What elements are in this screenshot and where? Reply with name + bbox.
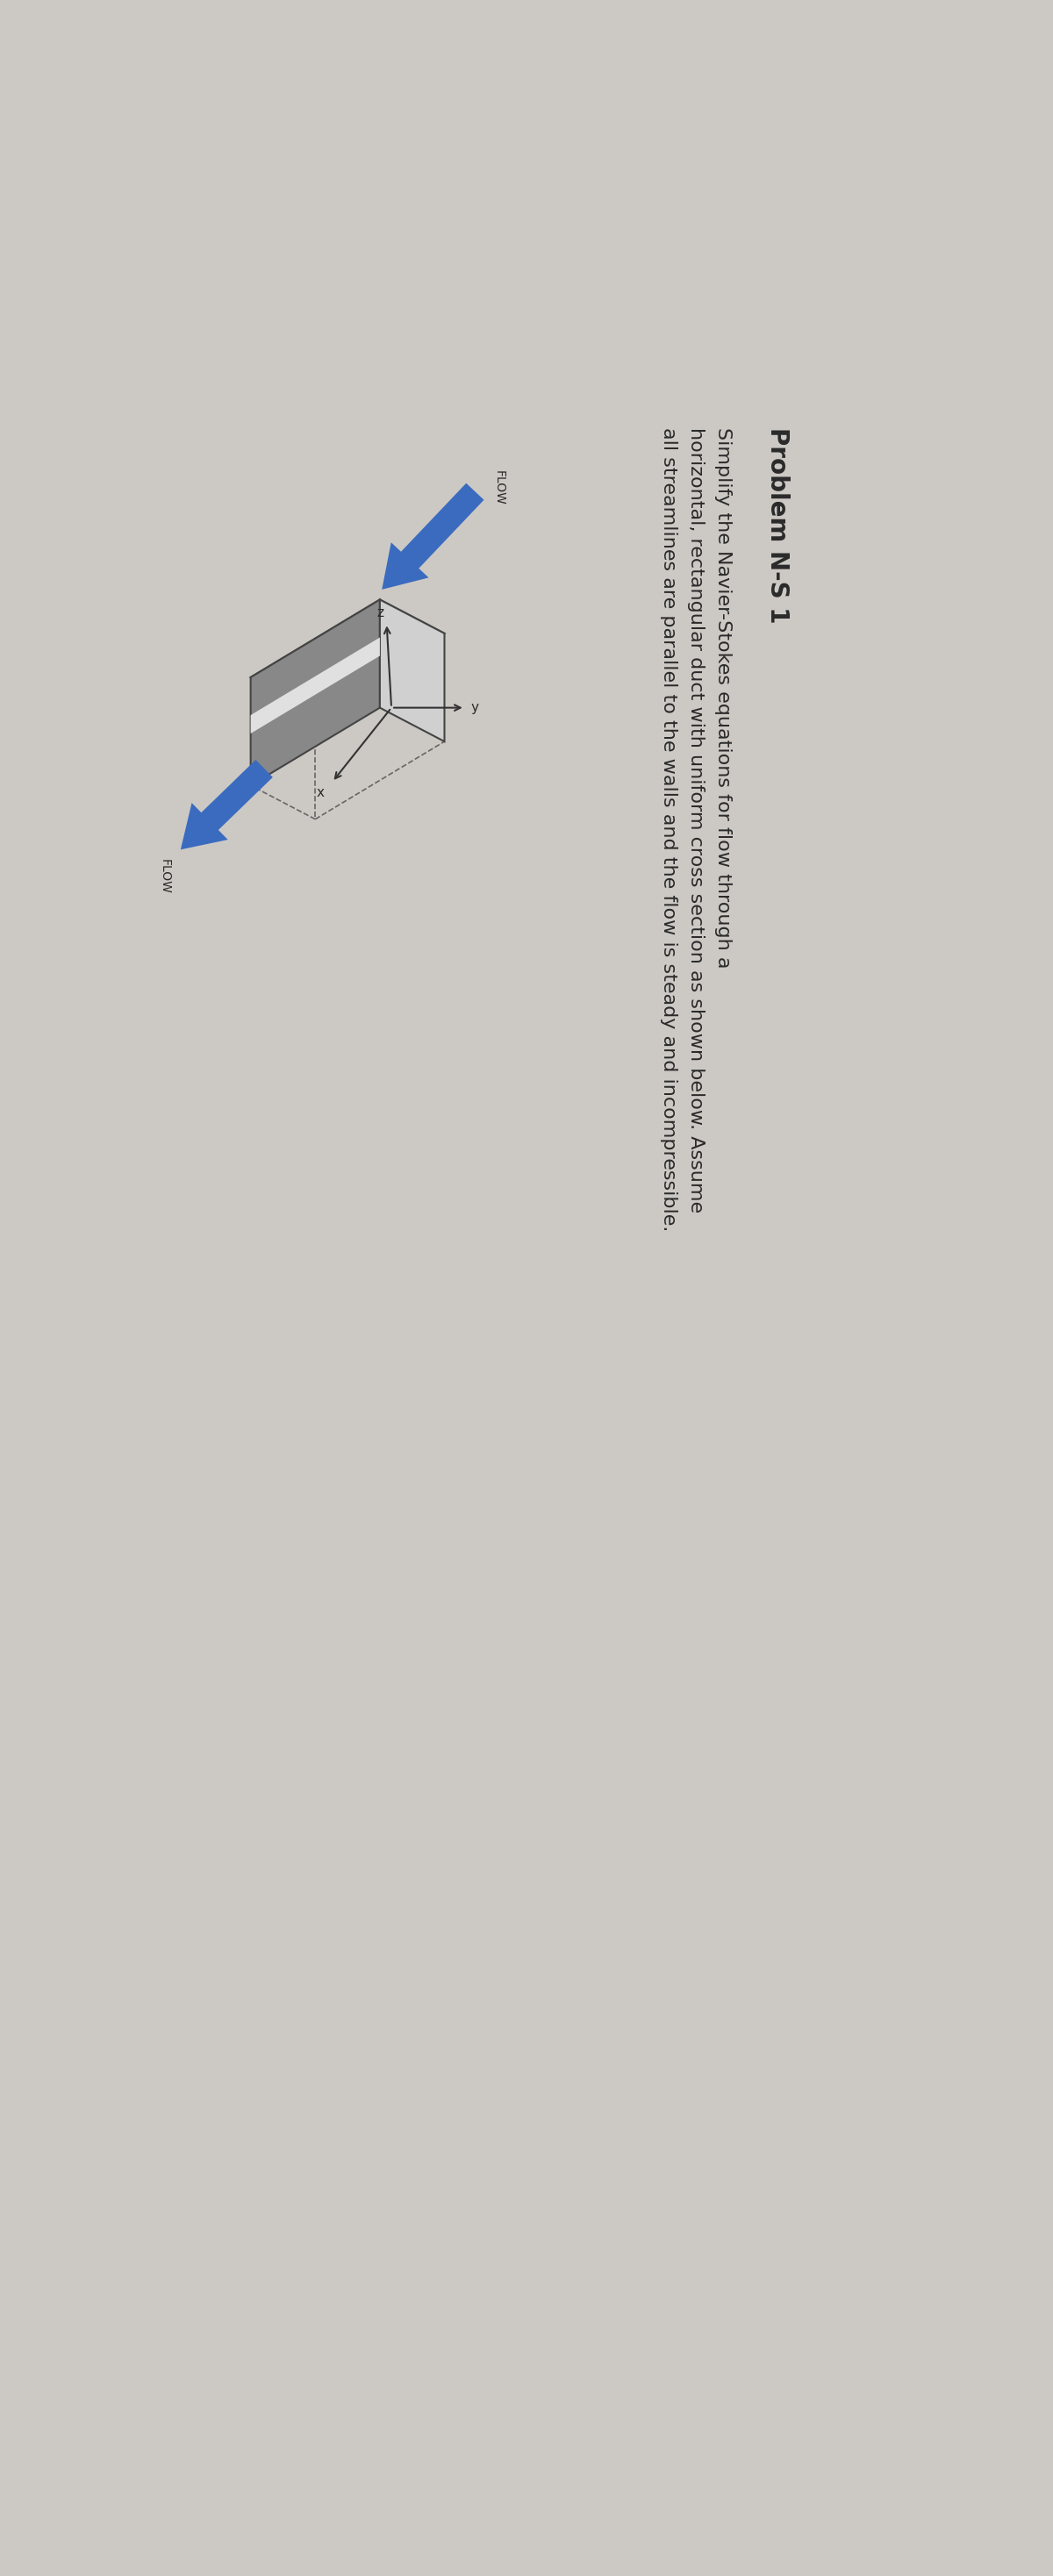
- Text: all streamlines are parallel to the walls and the flow is steady and incompressi: all streamlines are parallel to the wall…: [660, 428, 678, 1231]
- Text: Problem N-S 1: Problem N-S 1: [766, 428, 790, 623]
- Polygon shape: [251, 600, 380, 786]
- Polygon shape: [251, 636, 380, 734]
- Polygon shape: [382, 484, 484, 590]
- Text: horizontal, rectangular duct with uniform cross section as shown below. Assume: horizontal, rectangular duct with unifor…: [688, 428, 704, 1213]
- Text: z: z: [376, 605, 383, 621]
- Polygon shape: [251, 600, 444, 711]
- Text: FLOW: FLOW: [158, 860, 171, 894]
- Polygon shape: [380, 600, 444, 742]
- Text: x: x: [317, 786, 324, 799]
- Text: y: y: [471, 701, 479, 714]
- Text: FLOW: FLOW: [493, 471, 505, 505]
- Polygon shape: [181, 760, 273, 850]
- Text: Simplify the Navier-Stokes equations for flow through a: Simplify the Navier-Stokes equations for…: [715, 428, 732, 969]
